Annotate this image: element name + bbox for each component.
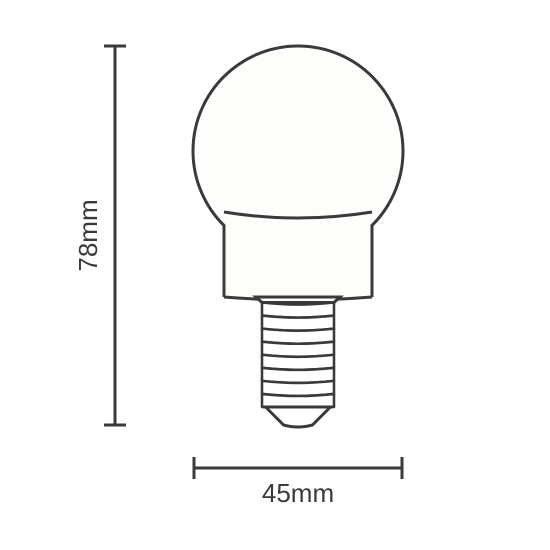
dim-width-label: 45mm <box>262 478 334 508</box>
dim-height-label: 78mm <box>73 199 103 271</box>
bulb-dimension-diagram: 78mm 45mm <box>0 0 550 550</box>
screw-threads <box>262 303 334 410</box>
base-collar <box>256 297 340 303</box>
bulb-outline <box>193 46 403 297</box>
base-tip <box>266 407 331 427</box>
